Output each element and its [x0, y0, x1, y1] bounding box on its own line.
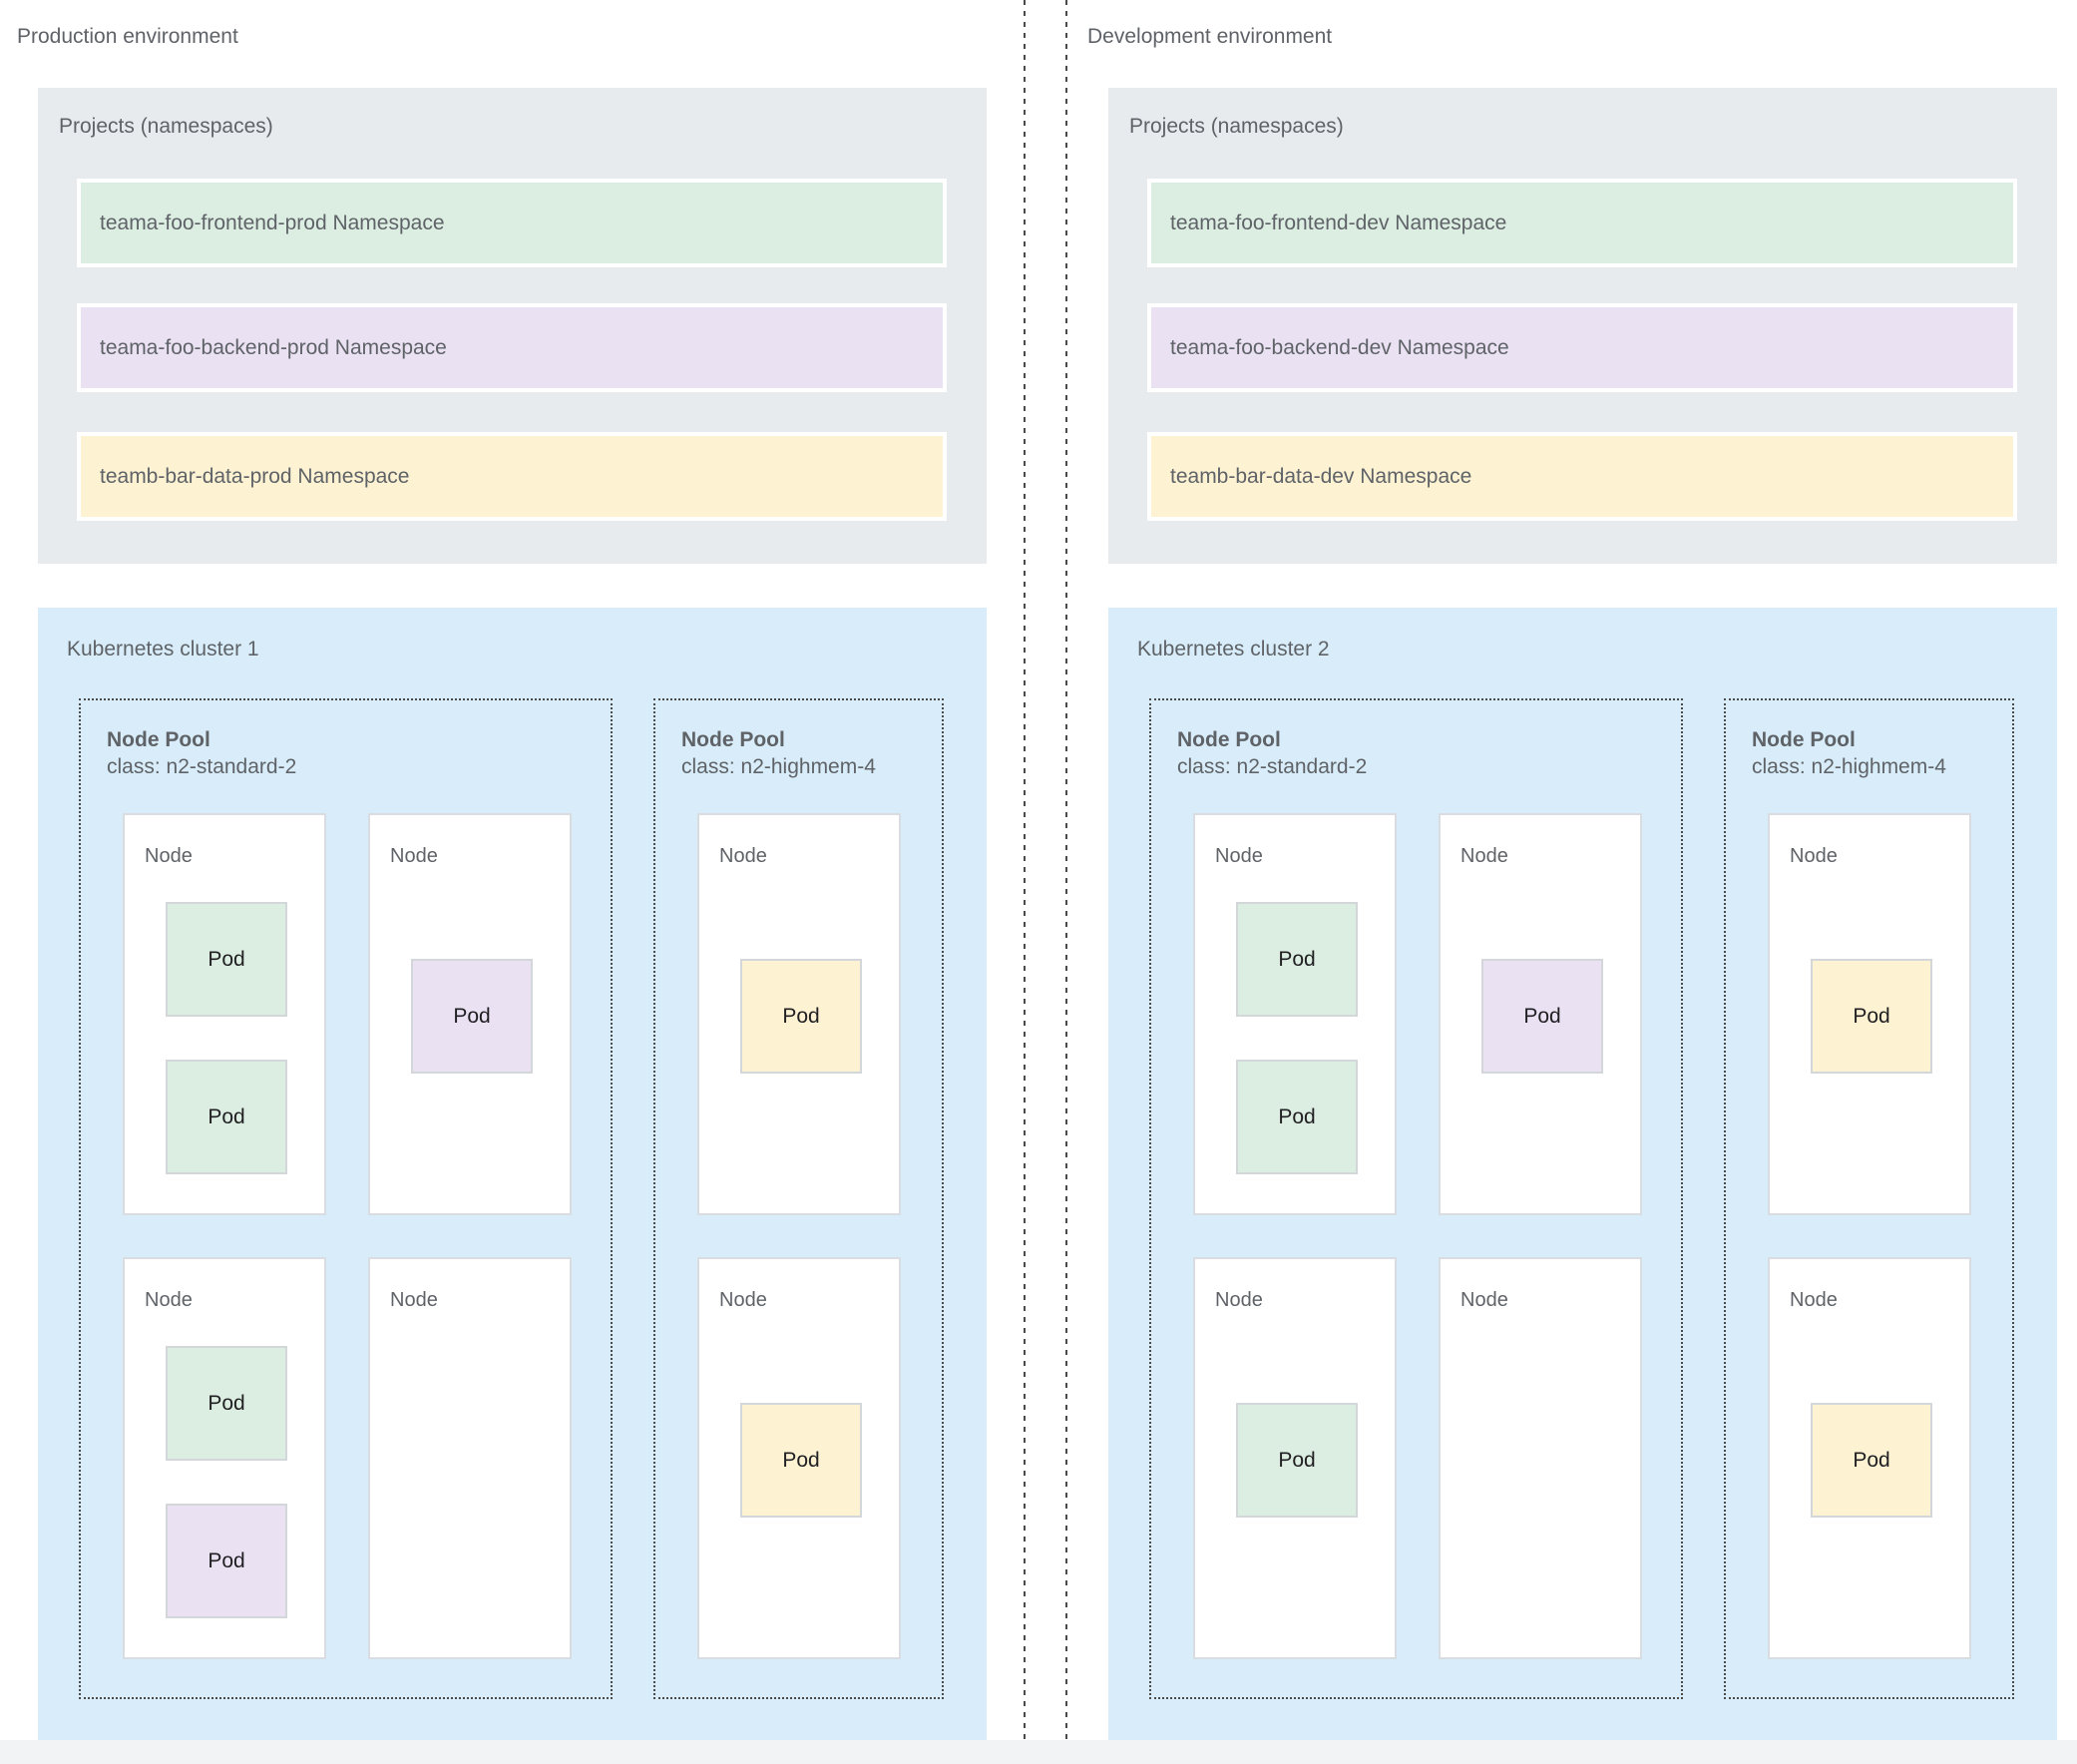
- node: Node Pod: [1768, 1257, 1971, 1659]
- node-pool: Node Pool class: n2-highmem-4 Node Pod Node P…: [1724, 698, 2014, 1699]
- node: Node Pod Pod: [123, 813, 326, 1215]
- cluster-title: Kubernetes cluster 2: [1137, 638, 1330, 661]
- projects-box: Projects (namespaces) teama-foo-frontend-…: [1108, 88, 2057, 564]
- node-pool-class: class: n2-standard-2: [1177, 755, 1368, 778]
- namespace-bar: teama-foo-backend-dev Namespace: [1147, 303, 2017, 392]
- pod: Pod: [1236, 1403, 1358, 1518]
- node-pool-title: Node Pool: [1177, 728, 1281, 751]
- pod: Pod: [166, 902, 287, 1017]
- environment-title: Production environment: [17, 25, 238, 48]
- node-label: Node: [1460, 1289, 1508, 1311]
- namespace-label: teamb-bar-data-prod Namespace: [81, 436, 943, 517]
- node: Node Pod Pod: [123, 1257, 326, 1659]
- pod: Pod: [166, 1060, 287, 1174]
- node: Node Pod: [1768, 813, 1971, 1215]
- pod: Pod: [1811, 1403, 1932, 1518]
- pod: Pod: [740, 959, 862, 1074]
- namespace-label: teama-foo-frontend-dev Namespace: [1151, 183, 2013, 263]
- namespace-bar: teamb-bar-data-prod Namespace: [77, 432, 947, 521]
- cluster-box: Kubernetes cluster 1 Node Pool class: n2-s…: [38, 608, 987, 1740]
- projects-box-label: Projects (namespaces): [1129, 115, 1344, 138]
- node-label: Node: [1215, 845, 1263, 867]
- namespace-bar: teama-foo-frontend-prod Namespace: [77, 179, 947, 267]
- node-pool-title: Node Pool: [1752, 728, 1856, 751]
- pod: Pod: [1481, 959, 1603, 1074]
- pod: Pod: [1236, 1060, 1358, 1174]
- node: Node Pod Pod: [1193, 813, 1397, 1215]
- node: Node: [1439, 1257, 1642, 1659]
- node-pool-header: Node Pool class: n2-highmem-4: [681, 726, 876, 780]
- pod: Pod: [740, 1403, 862, 1518]
- node-pool: Node Pool class: n2-standard-2 Node Pod Pod N…: [79, 698, 613, 1699]
- node-label: Node: [719, 1289, 767, 1311]
- node: Node: [368, 1257, 572, 1659]
- environment-divider: [1065, 0, 1067, 1764]
- node-label: Node: [145, 1289, 193, 1311]
- node-pool: Node Pool class: n2-standard-2 Node Pod Pod N…: [1149, 698, 1683, 1699]
- namespace-bar: teama-foo-backend-prod Namespace: [77, 303, 947, 392]
- node-pool: Node Pool class: n2-highmem-4 Node Pod Node P…: [653, 698, 944, 1699]
- node-pool-class: class: n2-highmem-4: [681, 755, 876, 778]
- cluster-box: Kubernetes cluster 2 Node Pool class: n2-s…: [1108, 608, 2057, 1740]
- namespace-bar: teamb-bar-data-dev Namespace: [1147, 432, 2017, 521]
- page-footer-strip: [0, 1740, 2077, 1764]
- node: Node Pod: [368, 813, 572, 1215]
- namespace-label: teama-foo-backend-dev Namespace: [1151, 307, 2013, 388]
- node-label: Node: [1215, 1289, 1263, 1311]
- node-pool-title: Node Pool: [681, 728, 785, 751]
- node-pool-header: Node Pool class: n2-highmem-4: [1752, 726, 1946, 780]
- cluster-title: Kubernetes cluster 1: [67, 638, 259, 661]
- node-label: Node: [1460, 845, 1508, 867]
- pod: Pod: [166, 1346, 287, 1461]
- projects-box-label: Projects (namespaces): [59, 115, 273, 138]
- namespace-label: teama-foo-frontend-prod Namespace: [81, 183, 943, 263]
- environment-title: Development environment: [1087, 25, 1333, 48]
- node-pool-header: Node Pool class: n2-standard-2: [1177, 726, 1367, 780]
- namespace-bar: teama-foo-frontend-dev Namespace: [1147, 179, 2017, 267]
- environment-divider: [1024, 0, 1026, 1764]
- node-label: Node: [1790, 1289, 1838, 1311]
- node-label: Node: [390, 845, 438, 867]
- pod: Pod: [1811, 959, 1932, 1074]
- node-pool-title: Node Pool: [107, 728, 210, 751]
- node-pool-class: class: n2-highmem-4: [1752, 755, 1946, 778]
- node-label: Node: [1790, 845, 1838, 867]
- node: Node Pod: [697, 1257, 901, 1659]
- node-label: Node: [719, 845, 767, 867]
- node-label: Node: [145, 845, 193, 867]
- node: Node Pod: [1439, 813, 1642, 1215]
- projects-box: Projects (namespaces) teama-foo-frontend-…: [38, 88, 987, 564]
- node-label: Node: [390, 1289, 438, 1311]
- pod: Pod: [411, 959, 533, 1074]
- node: Node Pod: [1193, 1257, 1397, 1659]
- node-pool-header: Node Pool class: n2-standard-2: [107, 726, 296, 780]
- node-pool-class: class: n2-standard-2: [107, 755, 297, 778]
- pod: Pod: [1236, 902, 1358, 1017]
- node: Node Pod: [697, 813, 901, 1215]
- namespace-label: teamb-bar-data-dev Namespace: [1151, 436, 2013, 517]
- pod: Pod: [166, 1504, 287, 1618]
- namespace-label: teama-foo-backend-prod Namespace: [81, 307, 943, 388]
